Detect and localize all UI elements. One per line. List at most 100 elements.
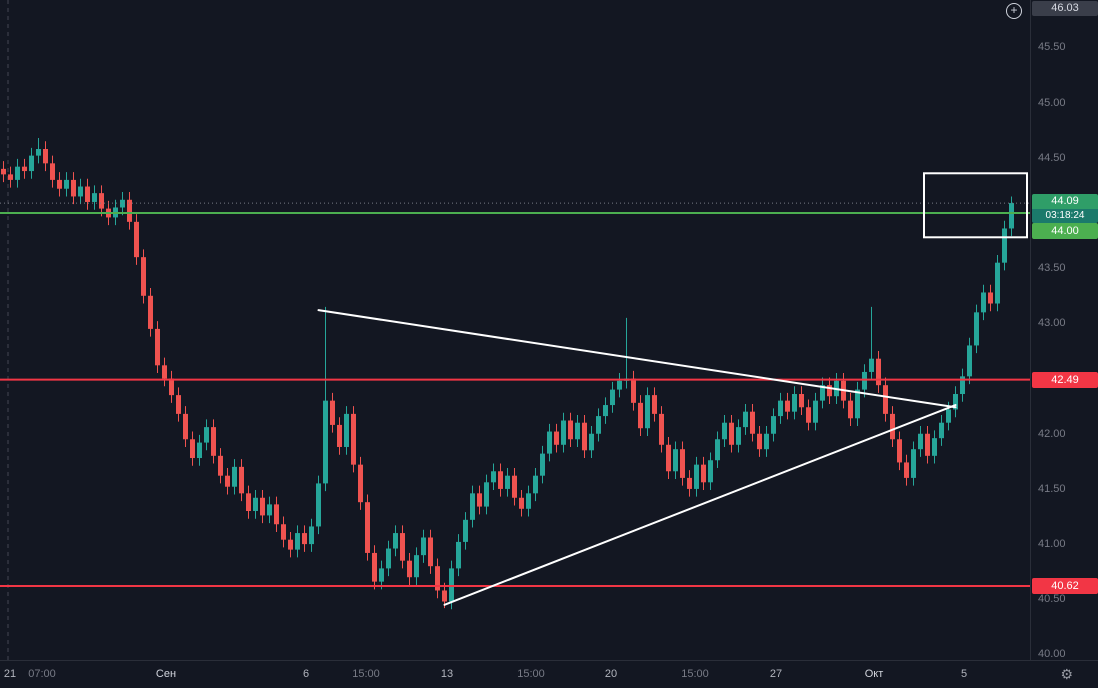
candle-body	[505, 475, 510, 489]
candle-body	[295, 533, 300, 550]
candle-body	[463, 519, 468, 542]
price-tick: 45.50	[1038, 41, 1066, 54]
price-chart[interactable]: +	[0, 0, 1030, 660]
candle-body	[526, 493, 531, 509]
candle-body	[218, 455, 223, 476]
price-tick: 43.00	[1038, 317, 1066, 330]
candle-body	[792, 394, 797, 412]
level-price-label: 42.49	[1032, 371, 1098, 388]
candle-body	[715, 439, 720, 461]
candle-body	[617, 380, 622, 390]
time-tick: Окт	[864, 668, 884, 680]
candle-body	[351, 413, 356, 465]
time-tick: 20	[604, 668, 618, 680]
candle-body	[330, 400, 335, 425]
candle-body	[631, 378, 636, 403]
candle-body	[862, 371, 867, 390]
candle-body	[869, 358, 874, 372]
price-tick: 45.00	[1038, 96, 1066, 109]
candle-body	[120, 199, 125, 208]
candle-body	[456, 541, 461, 569]
candle-body	[337, 424, 342, 447]
candle-body	[519, 497, 524, 509]
candle-body	[736, 427, 741, 445]
candle-body	[659, 413, 664, 445]
candle-body	[85, 186, 90, 202]
settings-gear-icon[interactable]: ⚙	[1060, 666, 1073, 682]
candle-body	[169, 378, 174, 396]
candle-body	[743, 411, 748, 428]
candle-body	[974, 312, 979, 346]
candle-body	[71, 179, 76, 197]
candle-body	[582, 422, 587, 451]
candle-body	[281, 524, 286, 540]
candle-body	[78, 186, 83, 197]
candle-body	[1, 168, 6, 175]
last-price-label: 44.09 03:18:24	[1032, 194, 1098, 224]
candle-body	[568, 420, 573, 440]
candle-body	[316, 483, 321, 527]
price-tick: 42.00	[1038, 427, 1066, 440]
candle-body	[540, 453, 545, 476]
trendline	[443, 404, 957, 606]
time-tick: 15:00	[352, 668, 380, 680]
candle-body	[981, 292, 986, 313]
price-chart-canvas[interactable]	[0, 0, 1030, 660]
candle-body	[918, 433, 923, 450]
price-axis[interactable]: 46.03 45.50 45.00 44.50 43.50 43.00 42.00 41.5…	[1030, 0, 1098, 660]
candle-body	[561, 420, 566, 445]
candle-body	[1002, 228, 1007, 263]
price-tick: 44.50	[1038, 151, 1066, 164]
candle-body	[512, 475, 517, 498]
candle-body	[953, 394, 958, 410]
candle-body	[162, 365, 167, 379]
candle-body	[442, 590, 447, 602]
candle-body	[722, 422, 727, 440]
candle-body	[673, 449, 678, 472]
candle-body	[379, 568, 384, 582]
add-alert-plus-icon[interactable]: +	[1006, 3, 1022, 19]
candle-body	[43, 148, 48, 164]
candle-body	[883, 385, 888, 414]
candle-body	[988, 292, 993, 304]
candle-body	[225, 475, 230, 487]
candle-body	[778, 400, 783, 417]
candle-body	[596, 416, 601, 434]
candle-body	[820, 385, 825, 401]
time-axis[interactable]: ⚙ 21 07:00 Сен 6 15:00 13 15:00 20 15:00 27 Окт 5	[0, 660, 1098, 688]
candle-body	[701, 464, 706, 483]
candle-body	[155, 328, 160, 366]
candle-body	[638, 402, 643, 429]
candle-body	[190, 439, 195, 459]
candle-body	[890, 413, 895, 440]
candle-body	[246, 493, 251, 512]
time-tick: Сен	[155, 668, 177, 680]
candle-body	[36, 148, 41, 156]
candle-body	[260, 497, 265, 516]
price-tick: 41.50	[1038, 482, 1066, 495]
candle-body	[750, 411, 755, 434]
candle-body	[50, 163, 55, 180]
time-tick: 27	[769, 668, 783, 680]
candle-body	[274, 504, 279, 525]
candle-body	[960, 376, 965, 395]
candle-body	[932, 438, 937, 456]
time-tick: 15:00	[517, 668, 545, 680]
candle-body	[757, 433, 762, 450]
candle-body	[925, 433, 930, 456]
candle-body	[855, 389, 860, 419]
highlight-rectangle	[923, 172, 1028, 239]
last-price-value: 44.09	[1032, 194, 1098, 210]
candle-body	[848, 400, 853, 419]
candle-body	[946, 409, 951, 423]
price-tick: 41.00	[1038, 538, 1066, 551]
candle-body	[1009, 203, 1014, 229]
candle-body	[176, 395, 181, 414]
price-tick: 43.50	[1038, 262, 1066, 275]
candle-body	[589, 433, 594, 451]
crosshair-price-label: 46.03	[1032, 1, 1098, 16]
candle-body	[477, 493, 482, 507]
level-price-label: 40.62	[1032, 578, 1098, 595]
time-tick: 5	[960, 668, 968, 680]
